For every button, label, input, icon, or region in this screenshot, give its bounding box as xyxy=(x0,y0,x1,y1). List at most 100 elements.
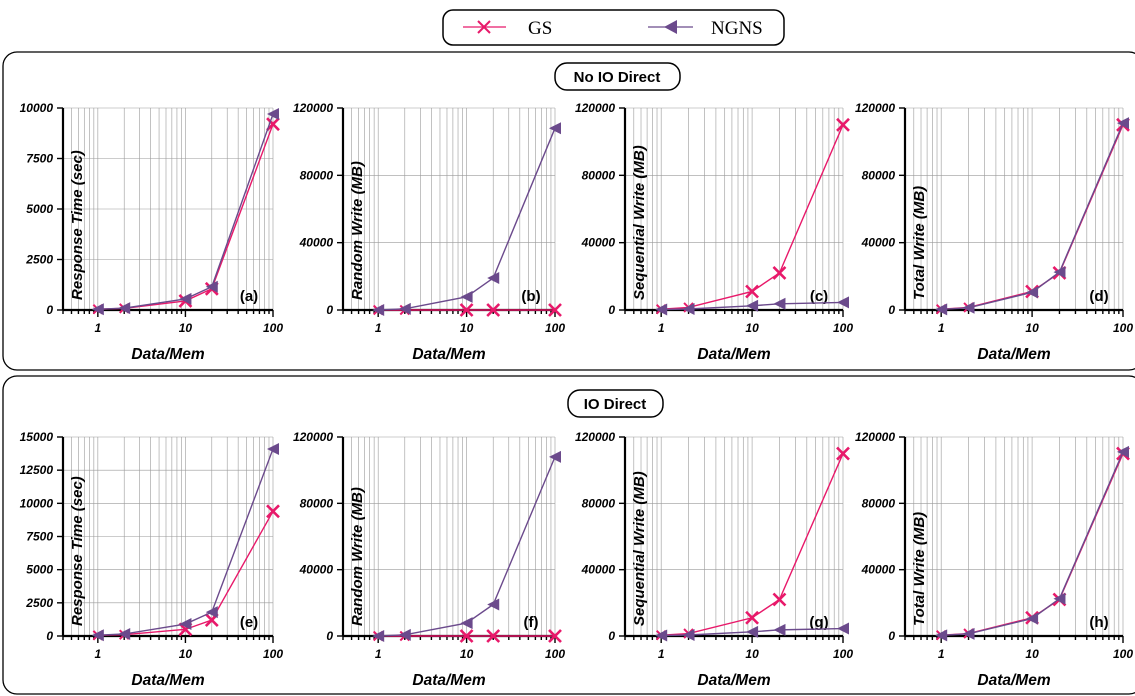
data-point-ngns xyxy=(118,302,131,315)
y-tick-label: 120000 xyxy=(575,101,615,115)
data-point-ngns xyxy=(487,272,500,285)
data-point-ngns xyxy=(1026,612,1039,625)
y-tick-label: 40000 xyxy=(299,236,334,250)
series-ngns xyxy=(91,108,279,316)
panel-e: 1 10 100 0 2500 5000 7500 10000 12500 15000 Data/M… xyxy=(20,430,284,689)
marker-stroke xyxy=(836,117,850,132)
marker-stroke xyxy=(459,303,474,317)
x-tick-label: 10 xyxy=(179,647,193,661)
data-point-gs xyxy=(266,504,280,519)
x-tick-label: 100 xyxy=(1113,321,1133,335)
panel-label: (h) xyxy=(1089,614,1108,631)
marker-stroke xyxy=(486,629,501,643)
group-title-pill-no-io-direct xyxy=(554,62,681,91)
series-ngns xyxy=(935,117,1129,316)
grid-f xyxy=(342,436,556,637)
y-tick-label: 80000 xyxy=(300,496,334,510)
y-tick-label: 0 xyxy=(326,629,333,643)
series-gs xyxy=(655,446,850,641)
y-tick-label: 0 xyxy=(326,303,333,317)
grid-h xyxy=(904,436,1124,637)
y-axis-label: Total Write (MB) xyxy=(911,186,928,300)
grid-g xyxy=(624,436,844,637)
x-axis-label: Data/Mem xyxy=(697,346,770,363)
x-tick-label: 100 xyxy=(545,321,565,335)
grid-a xyxy=(62,107,274,311)
x-axis-label: Data/Mem xyxy=(977,672,1050,689)
data-point-ngns xyxy=(935,629,948,642)
group-title-pill-io-direct xyxy=(567,389,664,418)
y-tick-label: 0 xyxy=(608,629,615,643)
data-point-ngns xyxy=(179,292,192,305)
y-tick-label: 0 xyxy=(888,629,895,643)
data-point-ngns xyxy=(549,450,561,463)
grid-b xyxy=(342,107,556,311)
x-tick-label: 10 xyxy=(460,647,474,661)
marker-stroke xyxy=(548,629,562,643)
y-tick-label: 10000 xyxy=(20,496,54,510)
panel-c: 1 10 100 0 40000 80000 120000 Data/Mem Sequentia… xyxy=(575,101,853,363)
grid-c xyxy=(624,107,844,311)
legend-gs-x-marker xyxy=(477,20,491,34)
marker-stroke xyxy=(836,446,850,461)
x-tick-label: 1 xyxy=(938,321,945,335)
y-tick-label: 40000 xyxy=(581,563,616,577)
legend-box xyxy=(442,9,785,46)
x-tick-label: 10 xyxy=(179,321,193,335)
marker-stroke xyxy=(459,629,474,643)
grid-d xyxy=(904,107,1124,311)
panel-g: 1 10 100 0 40000 80000 120000 Data/Mem Sequentia… xyxy=(575,430,853,689)
series-ngns xyxy=(655,296,849,316)
marker-stroke xyxy=(772,266,787,280)
data-point-gs xyxy=(836,117,850,132)
data-point-gs xyxy=(266,117,280,132)
series-ngns xyxy=(655,622,849,642)
grid-e xyxy=(62,436,274,637)
x-axis-label: Data/Mem xyxy=(131,672,204,689)
y-tick-label: 0 xyxy=(608,303,615,317)
y-tick-label: 120000 xyxy=(293,430,333,444)
data-point-ngns xyxy=(267,108,279,121)
panel-f: 1 10 100 0 40000 80000 120000 Data/Mem Random Wr… xyxy=(293,430,565,689)
y-tick-label: 10000 xyxy=(20,101,54,115)
x-axis-label: Data/Mem xyxy=(697,672,770,689)
x-tick-label: 1 xyxy=(938,647,945,661)
series-ngns xyxy=(372,450,561,642)
panel-a: 1 10 100 0 2500 5000 7500 10000 Data/Mem Response… xyxy=(20,101,284,363)
y-axis-label: Response Time (sec) xyxy=(69,476,86,626)
y-tick-label: 80000 xyxy=(862,496,896,510)
data-point-gs xyxy=(459,303,474,317)
legend-gs-label: GS xyxy=(528,18,552,39)
marker-stroke xyxy=(266,117,280,132)
x-tick-label: 10 xyxy=(745,647,759,661)
data-point-ngns xyxy=(460,290,473,303)
series-gs xyxy=(655,117,850,315)
x-axis-label: Data/Mem xyxy=(412,346,485,363)
x-tick-label: 100 xyxy=(263,647,283,661)
y-axis-label: Total Write (MB) xyxy=(911,512,928,626)
data-point-ngns xyxy=(773,297,786,310)
data-point-ngns xyxy=(205,606,218,619)
marker-stroke xyxy=(745,284,760,299)
y-tick-label: 12500 xyxy=(20,463,54,477)
legend-ngns-triangle-marker xyxy=(664,20,677,34)
y-tick-label: 0 xyxy=(888,303,895,317)
y-axis-label: Sequential Write (MB) xyxy=(631,145,648,300)
y-tick-label: 80000 xyxy=(300,168,334,182)
data-point-gs xyxy=(745,284,760,299)
y-tick-label: 15000 xyxy=(20,430,54,444)
y-tick-label: 120000 xyxy=(855,101,895,115)
y-axis-label: Random Write (MB) xyxy=(349,161,366,300)
marker-stroke xyxy=(548,303,562,317)
legend: GS NGNS xyxy=(442,9,785,46)
x-tick-label: 1 xyxy=(375,647,382,661)
data-point-ngns xyxy=(746,299,759,312)
y-tick-label: 7500 xyxy=(26,530,53,544)
marker-stroke xyxy=(266,504,280,519)
panel-label: (e) xyxy=(240,614,258,631)
data-point-ngns xyxy=(837,622,849,635)
data-point-ngns xyxy=(398,628,411,641)
y-axis-label: Response Time (sec) xyxy=(69,150,86,300)
y-tick-label: 80000 xyxy=(582,496,616,510)
data-point-gs xyxy=(486,629,501,643)
